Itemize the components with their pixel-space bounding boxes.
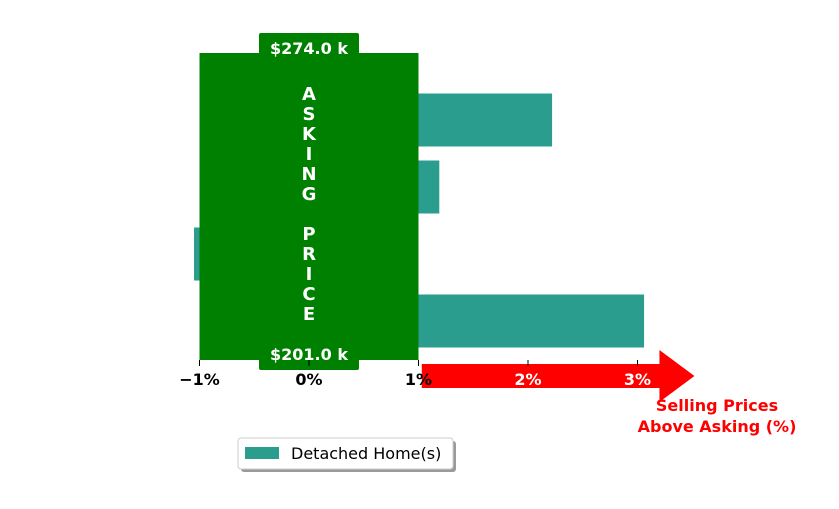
band-letter-6: G — [302, 184, 317, 205]
bottom-price-box — [259, 342, 359, 370]
axis-arrow — [421, 350, 695, 402]
legend-swatch — [245, 447, 279, 459]
band-letter-11: C — [302, 284, 315, 305]
top-price-box — [259, 33, 359, 61]
x-tick-label-2: 0% — [295, 370, 322, 389]
x-tick-label-5: 3% — [624, 370, 651, 389]
legend-box — [237, 437, 454, 470]
asking-band-rect — [199, 53, 419, 360]
x-axis-title-line2: Above Asking (%) — [638, 417, 797, 436]
top-price-label: $274.0 k — [270, 39, 348, 58]
band-letter-1: A — [302, 84, 316, 105]
selling-price-arrow — [421, 350, 695, 402]
band-letter-4: I — [306, 144, 313, 165]
x-tick-label-4: 2% — [514, 370, 541, 389]
band-letter-3: K — [302, 124, 317, 145]
band-letter-8: P — [302, 224, 315, 245]
x-tick-label-1: −1% — [179, 370, 220, 389]
band-letter-9: R — [302, 244, 316, 265]
band-letter-5: N — [301, 164, 316, 185]
band-letter-2: S — [303, 104, 316, 125]
x-axis: −1% 0% 1% 2% 3% — [179, 360, 651, 389]
bottom-price-label: $201.0 k — [270, 345, 348, 364]
legend-label: Detached Home(s) — [291, 444, 441, 463]
x-tick-label-3: 1% — [405, 370, 432, 389]
band-letter-12: E — [303, 304, 315, 325]
x-axis-title-line1: Selling Prices — [656, 396, 778, 415]
band-letter-10: I — [306, 264, 313, 285]
legend: Detached Home(s) — [237, 437, 456, 472]
